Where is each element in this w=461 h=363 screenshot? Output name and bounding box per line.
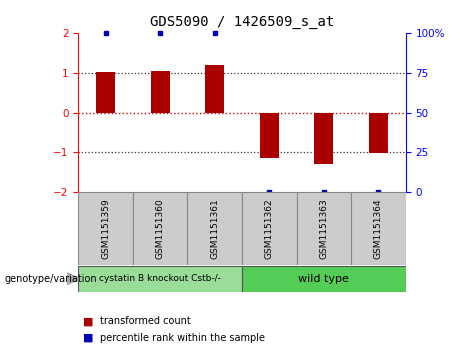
Text: transformed count: transformed count xyxy=(100,316,191,326)
Text: wild type: wild type xyxy=(298,274,349,284)
Bar xyxy=(78,192,133,265)
Text: GSM1151362: GSM1151362 xyxy=(265,198,274,259)
Bar xyxy=(205,65,225,113)
Bar xyxy=(188,192,242,265)
Bar xyxy=(242,192,296,265)
Title: GDS5090 / 1426509_s_at: GDS5090 / 1426509_s_at xyxy=(150,15,334,29)
Bar xyxy=(78,266,242,292)
Bar xyxy=(133,192,188,265)
Text: percentile rank within the sample: percentile rank within the sample xyxy=(100,333,266,343)
Bar xyxy=(351,192,406,265)
Bar xyxy=(296,192,351,265)
Text: cystatin B knockout Cstb-/-: cystatin B knockout Cstb-/- xyxy=(99,274,221,283)
Text: GSM1151360: GSM1151360 xyxy=(156,198,165,259)
Bar xyxy=(260,113,279,159)
Bar xyxy=(369,113,388,153)
Polygon shape xyxy=(67,273,81,285)
Bar xyxy=(96,72,115,113)
Text: GSM1151361: GSM1151361 xyxy=(210,198,219,259)
Bar xyxy=(314,113,333,164)
Text: ■: ■ xyxy=(83,316,94,326)
Text: genotype/variation: genotype/variation xyxy=(5,274,97,284)
Text: ■: ■ xyxy=(83,333,94,343)
Text: GSM1151359: GSM1151359 xyxy=(101,198,110,259)
Bar xyxy=(151,71,170,113)
Text: GSM1151363: GSM1151363 xyxy=(319,198,328,259)
Text: GSM1151364: GSM1151364 xyxy=(374,198,383,259)
Bar xyxy=(242,266,406,292)
